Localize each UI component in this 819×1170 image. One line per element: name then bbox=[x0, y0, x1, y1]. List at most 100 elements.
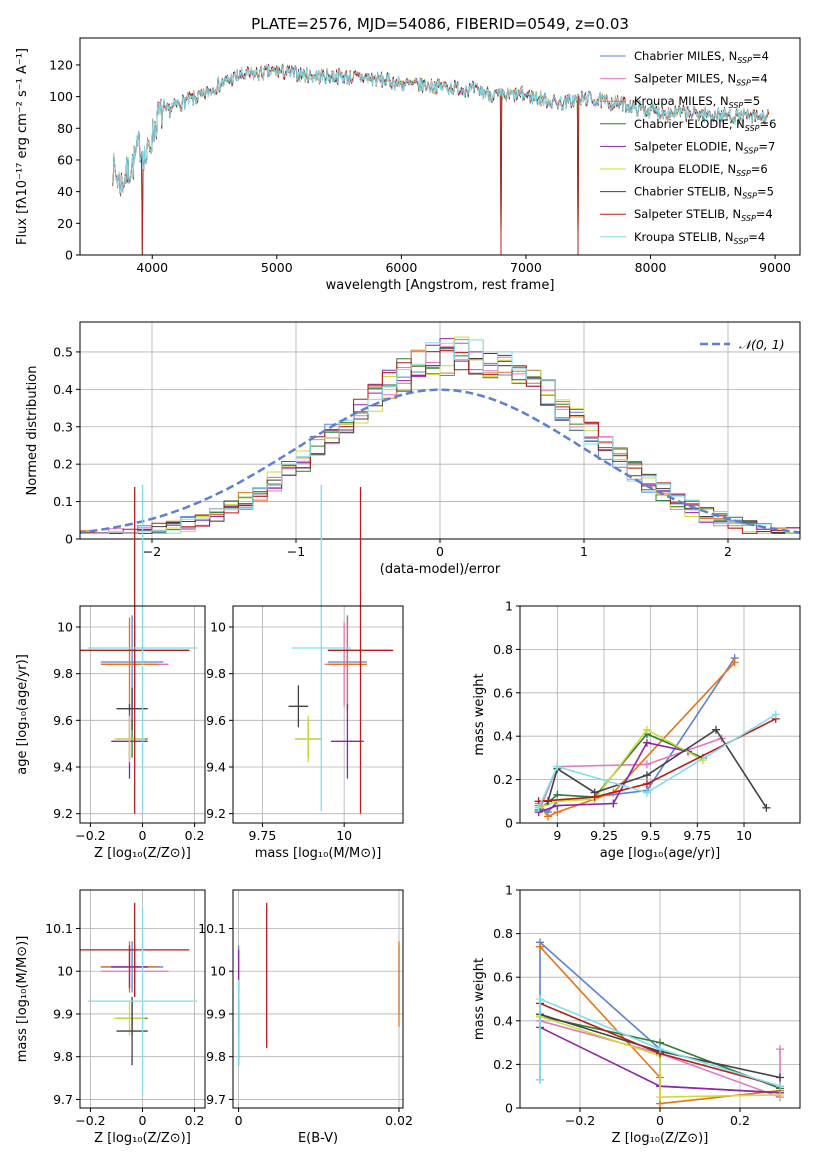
legend-label-9: Kroupa STELIB, NSSP=4 bbox=[634, 230, 765, 246]
histogram-series-9 bbox=[80, 339, 800, 534]
x-axis-label: age [log₁₀(age/yr)] bbox=[600, 846, 721, 861]
normal-reference-curve bbox=[80, 388, 800, 534]
weight-series-3 bbox=[538, 661, 736, 818]
weight-point-marker bbox=[609, 799, 618, 808]
y-tick-label: 0.8 bbox=[493, 642, 513, 657]
weight-point-marker bbox=[712, 725, 720, 734]
x-tick-label: 5000 bbox=[261, 260, 293, 275]
x-tick-label: 0 bbox=[139, 1113, 147, 1128]
histogram-series-5 bbox=[80, 338, 800, 534]
spectrum-legend: Chabrier MILES, NSSP=4 Salpeter MILES, NS… bbox=[600, 49, 776, 246]
y-tick-label: 9.7 bbox=[206, 1092, 226, 1107]
frame-mass_vs_ebv: 0 0.02 9.7 9.8 9.9 10 10.1 E(B-V) bbox=[198, 889, 413, 1146]
weight-point-marker bbox=[776, 1090, 784, 1099]
weight-point-marker bbox=[776, 1082, 784, 1091]
x-tick-label: 7000 bbox=[510, 260, 542, 275]
y-tick-label: 0.3 bbox=[53, 419, 73, 434]
histograms bbox=[80, 336, 800, 534]
y-tick-label: 9.4 bbox=[206, 760, 226, 775]
frame-weight_vs_age: 9 9.25 9.5 9.75 10 0 0.2 0.4 0.6 0.8 1 age [log₁₀(a… bbox=[472, 599, 801, 861]
y-tick-label: 0.5 bbox=[53, 344, 73, 359]
x-tick-label: 2 bbox=[724, 544, 732, 559]
x-tick-label: −0.2 bbox=[565, 1113, 595, 1128]
x-tick-label: 9.75 bbox=[249, 828, 277, 843]
weight-point-marker bbox=[642, 771, 651, 780]
weight-lines-weight_vs_age bbox=[534, 654, 780, 821]
x-axis-label: Z [log₁₀(Z/Z⊙)] bbox=[94, 1131, 191, 1146]
y-axis-label: mass [log₁₀(M/M⊙)] bbox=[15, 936, 30, 1063]
axes-frame bbox=[232, 889, 404, 1109]
x-tick-label: 10 bbox=[736, 828, 752, 843]
x-axis-label: (data-model)/error bbox=[380, 562, 501, 577]
y-tick-label: 9.6 bbox=[53, 713, 73, 728]
y-tick-label: 0 bbox=[505, 816, 513, 831]
y-tick-label: 120 bbox=[49, 57, 73, 72]
y-tick-label: 9.7 bbox=[53, 1092, 73, 1107]
y-tick-label: 9.6 bbox=[206, 713, 226, 728]
x-tick-label: 4000 bbox=[136, 260, 168, 275]
y-tick-label: 10 bbox=[210, 964, 226, 979]
x-tick-label: 9.25 bbox=[590, 828, 618, 843]
figure-title: PLATE=2576, MJD=54086, FIBERID=0549, z=0… bbox=[251, 15, 629, 33]
frame-mass_vs_Z: −0.2 0 0.2 9.7 9.8 9.9 10 10.1 Z [log₁₀(Z/Z⊙)] ma… bbox=[15, 889, 206, 1146]
weight-point-marker bbox=[534, 803, 543, 812]
legend-label-3: Kroupa MILES, NSSP=5 bbox=[634, 94, 760, 110]
y-tick-label: 60 bbox=[57, 152, 73, 167]
errorbars-mass_vs_ebv bbox=[237, 902, 400, 1066]
weight-point-marker bbox=[656, 1045, 664, 1054]
x-tick-label: 9.75 bbox=[683, 828, 711, 843]
x-axis-label: wavelength [Angstrom, rest frame] bbox=[326, 278, 555, 293]
weight-point-marker bbox=[642, 788, 651, 797]
y-tick-label: 20 bbox=[57, 216, 73, 231]
x-tick-label: −0.2 bbox=[75, 1113, 105, 1128]
weight-point-marker bbox=[536, 942, 544, 951]
y-tick-label: 9.8 bbox=[53, 1049, 73, 1064]
weight-point-marker bbox=[642, 760, 651, 769]
x-tick-label: 6000 bbox=[385, 260, 417, 275]
x-tick-label: 9000 bbox=[759, 260, 791, 275]
x-tick-label: 0.2 bbox=[730, 1113, 750, 1128]
weight-point-marker bbox=[656, 1093, 664, 1102]
y-tick-label: 0.4 bbox=[53, 382, 73, 397]
x-tick-label: 10 bbox=[336, 828, 352, 843]
errorbars-age_vs_mass bbox=[288, 484, 394, 814]
y-tick-label: 80 bbox=[57, 121, 73, 136]
weight-point-marker bbox=[544, 812, 552, 821]
x-axis-label: E(B-V) bbox=[298, 1131, 338, 1146]
weight-series-9 bbox=[537, 713, 777, 809]
weight-series-6 bbox=[539, 1015, 781, 1098]
y-axis-label: mass weight bbox=[472, 958, 487, 1040]
x-axis-label: mass [log₁₀(M/M⊙)] bbox=[255, 846, 382, 861]
x-tick-label: −0.2 bbox=[75, 828, 105, 843]
axes-age_vs_mass bbox=[233, 606, 403, 823]
errorbars-mass_vs_Z bbox=[80, 902, 198, 1096]
y-tick-label: 0.2 bbox=[493, 772, 513, 787]
y-tick-label: 10 bbox=[210, 620, 226, 635]
axes-frame bbox=[232, 605, 404, 824]
legend-label-6: Kroupa ELODIE, NSSP=6 bbox=[634, 162, 768, 178]
frame-spectrum: 4000 5000 6000 7000 8000 9000 0 20 40 60 80 100 120 w… bbox=[15, 37, 801, 293]
x-axis-label: Z [log₁₀(Z/Z⊙)] bbox=[612, 1131, 709, 1146]
y-axis-label: Flux [fλ10⁻¹⁷ erg cm⁻² s⁻¹ A⁻¹] bbox=[15, 48, 30, 245]
y-tick-label: 9.9 bbox=[53, 1006, 73, 1021]
y-tick-label: 9.2 bbox=[206, 806, 226, 821]
y-tick-label: 1 bbox=[505, 599, 513, 614]
weight-series-2 bbox=[539, 1020, 781, 1099]
y-tick-label: 9.4 bbox=[53, 760, 73, 775]
weight-point-marker bbox=[771, 710, 780, 719]
legend-label-2: Salpeter MILES, NSSP=4 bbox=[634, 72, 768, 88]
weight-lines-weight_vs_Z bbox=[536, 938, 784, 1108]
y-tick-label: 0.2 bbox=[53, 457, 73, 472]
y-axis-label: Normed distribution bbox=[25, 366, 40, 496]
weight-point-marker bbox=[590, 792, 599, 801]
frame-age_vs_Z: −0.2 0 0.2 9.2 9.4 9.6 9.8 10 Z [log₁₀(Z/Z⊙)] age… bbox=[15, 605, 206, 861]
y-tick-label: 9.8 bbox=[53, 666, 73, 681]
weight-point-marker bbox=[642, 779, 651, 788]
y-tick-label: 9.8 bbox=[206, 666, 226, 681]
y-tick-label: 0 bbox=[505, 1101, 513, 1116]
legend-label-4: Chabrier ELODIE, NSSP=6 bbox=[634, 117, 776, 133]
y-axis-label: mass weight bbox=[472, 673, 487, 755]
x-tick-label: 1 bbox=[580, 544, 588, 559]
y-tick-label: 10.1 bbox=[45, 921, 73, 936]
